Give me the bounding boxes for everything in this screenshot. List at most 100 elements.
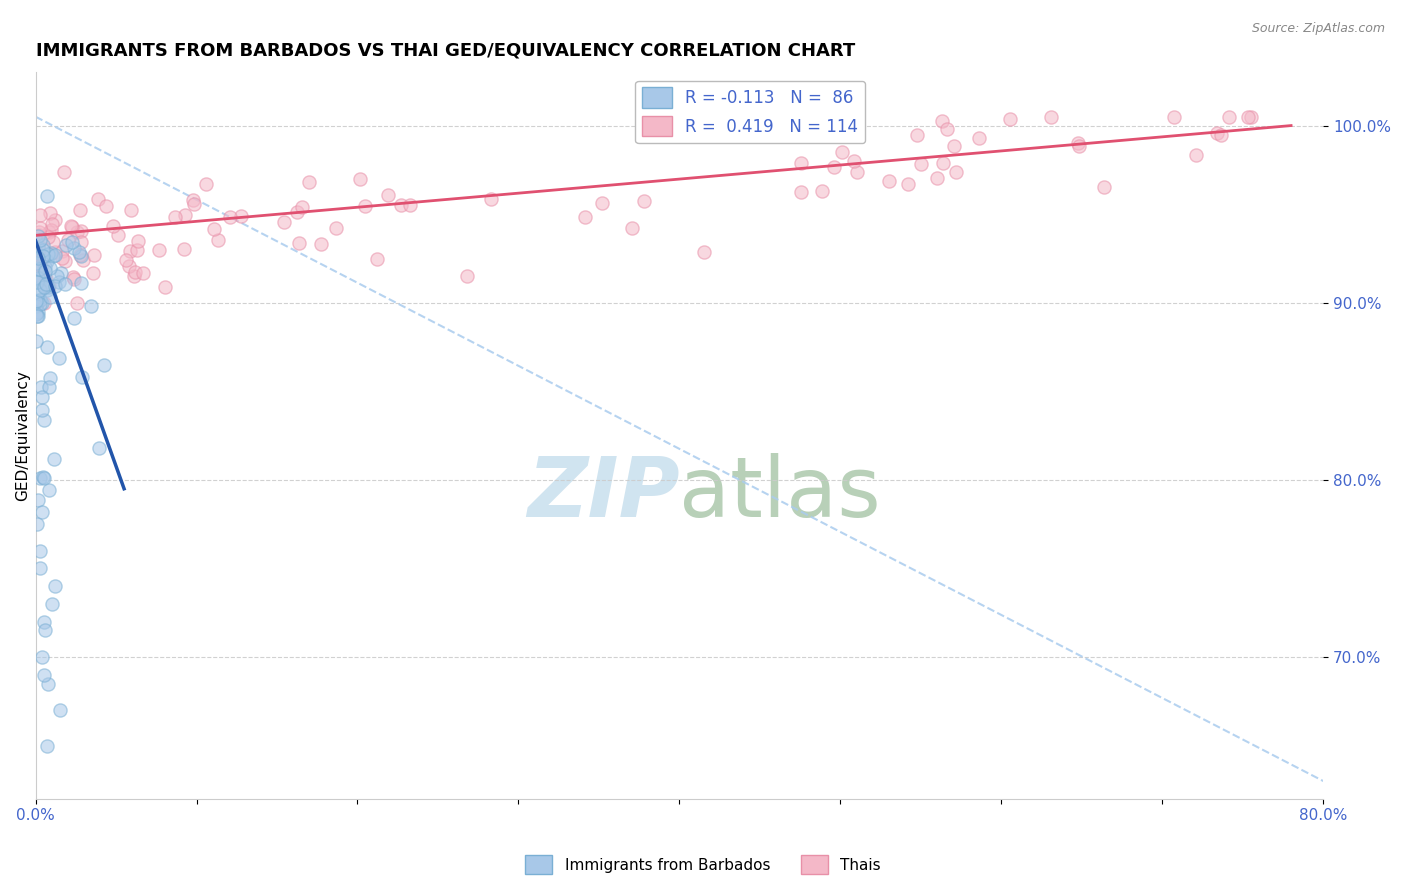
Point [62,270,84,285]
Point [1067,139,1090,153]
Point [1185,148,1208,162]
Point [96,199,118,213]
Point [34,280,56,294]
Point [31,505,53,519]
Point [349,172,371,186]
Point [41,249,63,263]
Point [309,236,332,251]
Point [931,114,953,128]
Point [51,244,73,258]
Point [25,256,48,270]
Point [32,470,55,484]
Point [173,208,195,222]
Point [366,252,388,267]
Point [35,272,58,286]
Point [354,199,377,213]
Point [70,224,93,238]
Point [153,280,176,294]
Point [30,252,52,267]
Point [37,230,59,244]
Point [298,174,321,188]
Point [905,128,928,142]
Point [37,340,59,354]
Point [125,243,148,257]
Point [25,307,48,321]
Point [25,293,48,308]
Point [693,245,716,260]
Point [1163,110,1185,124]
Point [574,210,596,224]
Point [44,212,66,227]
Point [28,225,51,239]
Point [30,471,52,485]
Point [31,402,53,417]
Point [1209,128,1232,142]
Point [1092,180,1115,194]
Point [42,235,65,250]
Point [87,192,110,206]
Point [28,262,51,277]
Point [910,156,932,170]
Point [32,615,55,629]
Point [44,248,66,262]
Point [1237,110,1260,124]
Point [1218,110,1240,124]
Point [69,248,91,262]
Point [32,249,55,263]
Point [620,220,643,235]
Point [63,272,86,286]
Point [30,380,52,394]
Point [37,676,59,690]
Point [34,624,56,638]
Point [28,268,51,283]
Point [633,194,655,209]
Point [37,279,59,293]
Point [55,253,77,268]
Point [931,155,953,169]
Point [69,249,91,263]
Point [207,233,229,247]
Point [945,164,967,178]
Point [25,245,48,260]
Point [27,310,49,324]
Point [30,259,52,273]
Text: atlas: atlas [679,453,882,534]
Point [38,278,60,293]
Point [28,297,51,311]
Point [41,245,63,260]
Point [1000,112,1022,126]
Point [27,285,49,300]
Point [936,121,959,136]
Point [823,160,845,174]
Point [148,243,170,257]
Point [63,311,86,326]
Point [60,219,83,234]
Point [28,227,51,242]
Point [67,245,90,260]
Point [34,295,56,310]
Point [877,174,900,188]
Point [69,235,91,250]
Point [285,205,308,219]
Point [30,543,52,558]
Point [38,483,60,497]
Point [52,164,75,178]
Point [45,268,67,283]
Point [39,223,62,237]
Point [56,233,79,247]
Y-axis label: GED/Equivalency: GED/Equivalency [15,370,30,501]
Point [120,203,142,218]
Point [25,334,48,348]
Text: ZIP: ZIP [527,453,679,534]
Point [27,270,49,285]
Point [30,274,52,288]
Point [831,145,853,159]
Point [35,277,58,292]
Point [35,739,58,753]
Point [44,279,66,293]
Point [55,238,77,252]
Point [27,261,49,276]
Point [48,275,70,289]
Point [1206,126,1229,140]
Point [1067,136,1090,150]
